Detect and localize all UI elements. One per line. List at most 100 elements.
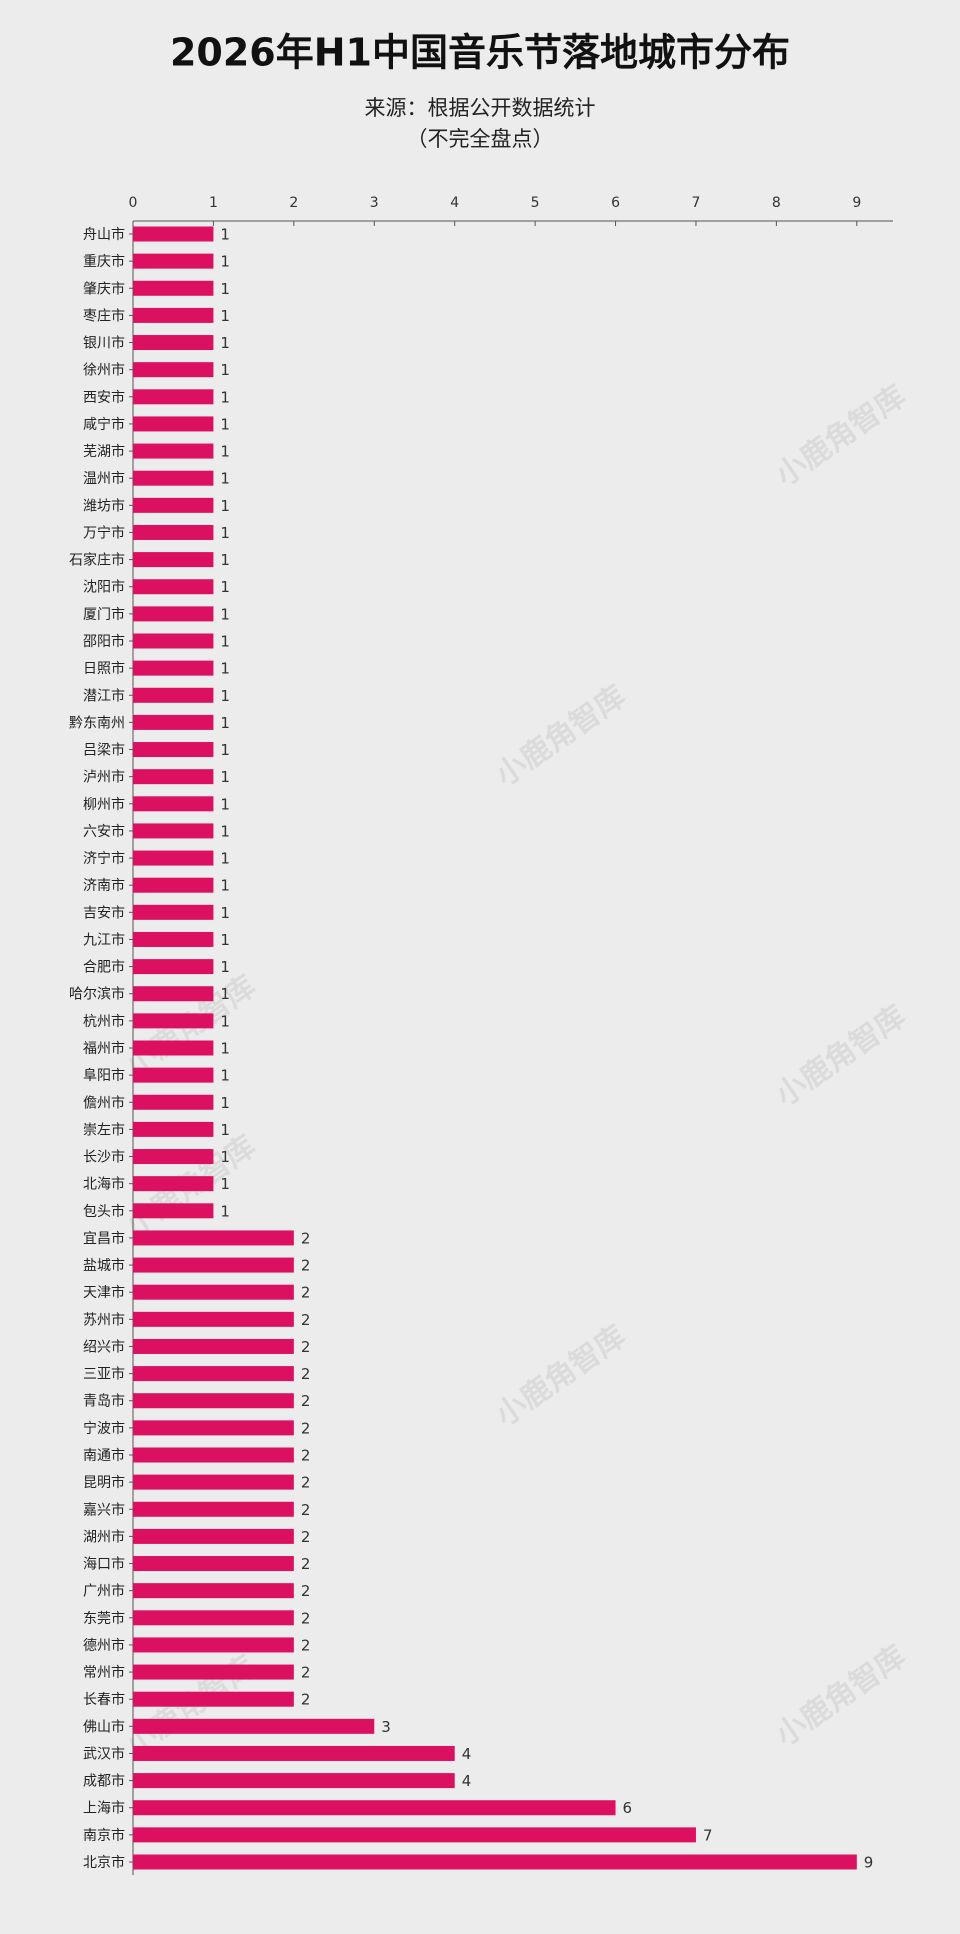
chart-title: 2026年H1中国音乐节落地城市分布: [170, 31, 790, 75]
bar: [133, 389, 214, 405]
bar: [133, 660, 214, 676]
y-tick-label: 北京市: [83, 1854, 125, 1871]
x-tick-label: 2: [289, 195, 298, 211]
x-tick-label: 6: [611, 195, 620, 211]
value-label: 1: [220, 877, 230, 895]
y-tick-label: 包头市: [83, 1203, 125, 1220]
y-tick-label: 潜江市: [83, 687, 125, 704]
bar: [133, 606, 214, 622]
value-label: 1: [220, 822, 230, 840]
bar: [133, 1338, 294, 1354]
y-tick-label: 万宁市: [83, 524, 125, 541]
value-label: 1: [220, 1202, 230, 1220]
bar: [133, 1827, 696, 1843]
x-tick-label: 8: [772, 195, 781, 211]
value-label: 2: [301, 1555, 311, 1573]
y-tick-label: 广州市: [83, 1583, 125, 1600]
value-label: 2: [301, 1582, 311, 1600]
x-tick-label: 4: [450, 195, 459, 211]
value-label: 1: [220, 226, 230, 244]
y-tick-label: 九江市: [83, 931, 125, 948]
value-label: 1: [220, 578, 230, 596]
chart-subtitle: 来源：根据公开数据统计: [365, 96, 596, 120]
bar: [133, 1230, 294, 1246]
value-label: 1: [220, 1121, 230, 1139]
value-label: 2: [301, 1664, 311, 1682]
bar: [133, 524, 214, 540]
value-label: 1: [220, 660, 230, 678]
value-label: 1: [220, 280, 230, 298]
bar: [133, 1040, 214, 1056]
x-tick-label: 9: [852, 195, 861, 211]
y-tick-label: 南通市: [83, 1447, 125, 1464]
y-tick-label: 银川市: [83, 335, 125, 352]
bar: [133, 1745, 455, 1761]
bar: [133, 687, 214, 703]
bar: [133, 1203, 214, 1219]
value-label: 1: [220, 334, 230, 352]
bar: [133, 796, 214, 812]
value-label: 1: [220, 605, 230, 623]
value-label: 1: [220, 931, 230, 949]
bar: [133, 362, 214, 378]
value-label: 1: [220, 388, 230, 406]
y-tick-label: 天津市: [83, 1284, 125, 1301]
y-tick-label: 成都市: [83, 1773, 125, 1790]
value-label: 1: [220, 1094, 230, 1112]
bar: [133, 931, 214, 947]
y-tick-label: 常州市: [83, 1664, 125, 1681]
value-label: 2: [301, 1365, 311, 1383]
bar: [133, 307, 214, 323]
y-tick-label: 重庆市: [83, 253, 125, 270]
bar: [133, 335, 214, 351]
value-label: 2: [301, 1419, 311, 1437]
bar: [133, 226, 214, 242]
bar: [133, 1311, 294, 1327]
x-tick-label: 7: [692, 195, 701, 211]
value-label: 2: [301, 1501, 311, 1519]
value-label: 1: [220, 687, 230, 705]
y-tick-label: 阜阳市: [83, 1067, 125, 1084]
y-tick-label: 肇庆市: [83, 280, 125, 297]
bar: [133, 986, 214, 1002]
value-label: 1: [220, 958, 230, 976]
value-label: 1: [220, 904, 230, 922]
y-tick-label: 福州市: [83, 1040, 125, 1057]
bar: [133, 416, 214, 432]
y-tick-label: 德州市: [83, 1637, 125, 1654]
value-label: 2: [301, 1474, 311, 1492]
y-tick-label: 温州市: [83, 470, 125, 487]
y-tick-label: 上海市: [83, 1800, 125, 1817]
x-tick-label: 1: [209, 195, 218, 211]
y-tick-label: 吕梁市: [83, 742, 125, 759]
bar: [133, 1664, 294, 1680]
value-label: 1: [220, 714, 230, 732]
value-label: 1: [220, 1040, 230, 1058]
y-tick-label: 吉安市: [83, 904, 125, 921]
y-tick-label: 三亚市: [83, 1366, 125, 1383]
value-label: 2: [301, 1229, 311, 1247]
bar: [133, 1393, 294, 1409]
bar: [133, 1121, 214, 1137]
bar: [133, 1556, 294, 1572]
y-tick-label: 宜昌市: [83, 1230, 125, 1247]
watermark: 小鹿角智库: [769, 379, 912, 494]
y-tick-label: 咸宁市: [83, 416, 125, 433]
bar: [133, 1854, 857, 1870]
bar: [133, 1257, 294, 1273]
y-tick-label: 沈阳市: [83, 579, 125, 596]
bar: [133, 714, 214, 730]
value-label: 6: [623, 1799, 633, 1817]
y-tick-label: 苏州市: [83, 1311, 125, 1328]
y-tick-label: 西安市: [83, 389, 125, 406]
value-label: 4: [462, 1772, 472, 1790]
value-label: 1: [220, 551, 230, 569]
y-tick-label: 北海市: [83, 1176, 125, 1193]
watermark: 小鹿角智库: [769, 999, 912, 1114]
watermark: 小鹿角智库: [489, 1319, 632, 1434]
value-label: 2: [301, 1691, 311, 1709]
value-label: 1: [220, 497, 230, 515]
value-label: 1: [220, 1012, 230, 1030]
bar: [133, 877, 214, 893]
